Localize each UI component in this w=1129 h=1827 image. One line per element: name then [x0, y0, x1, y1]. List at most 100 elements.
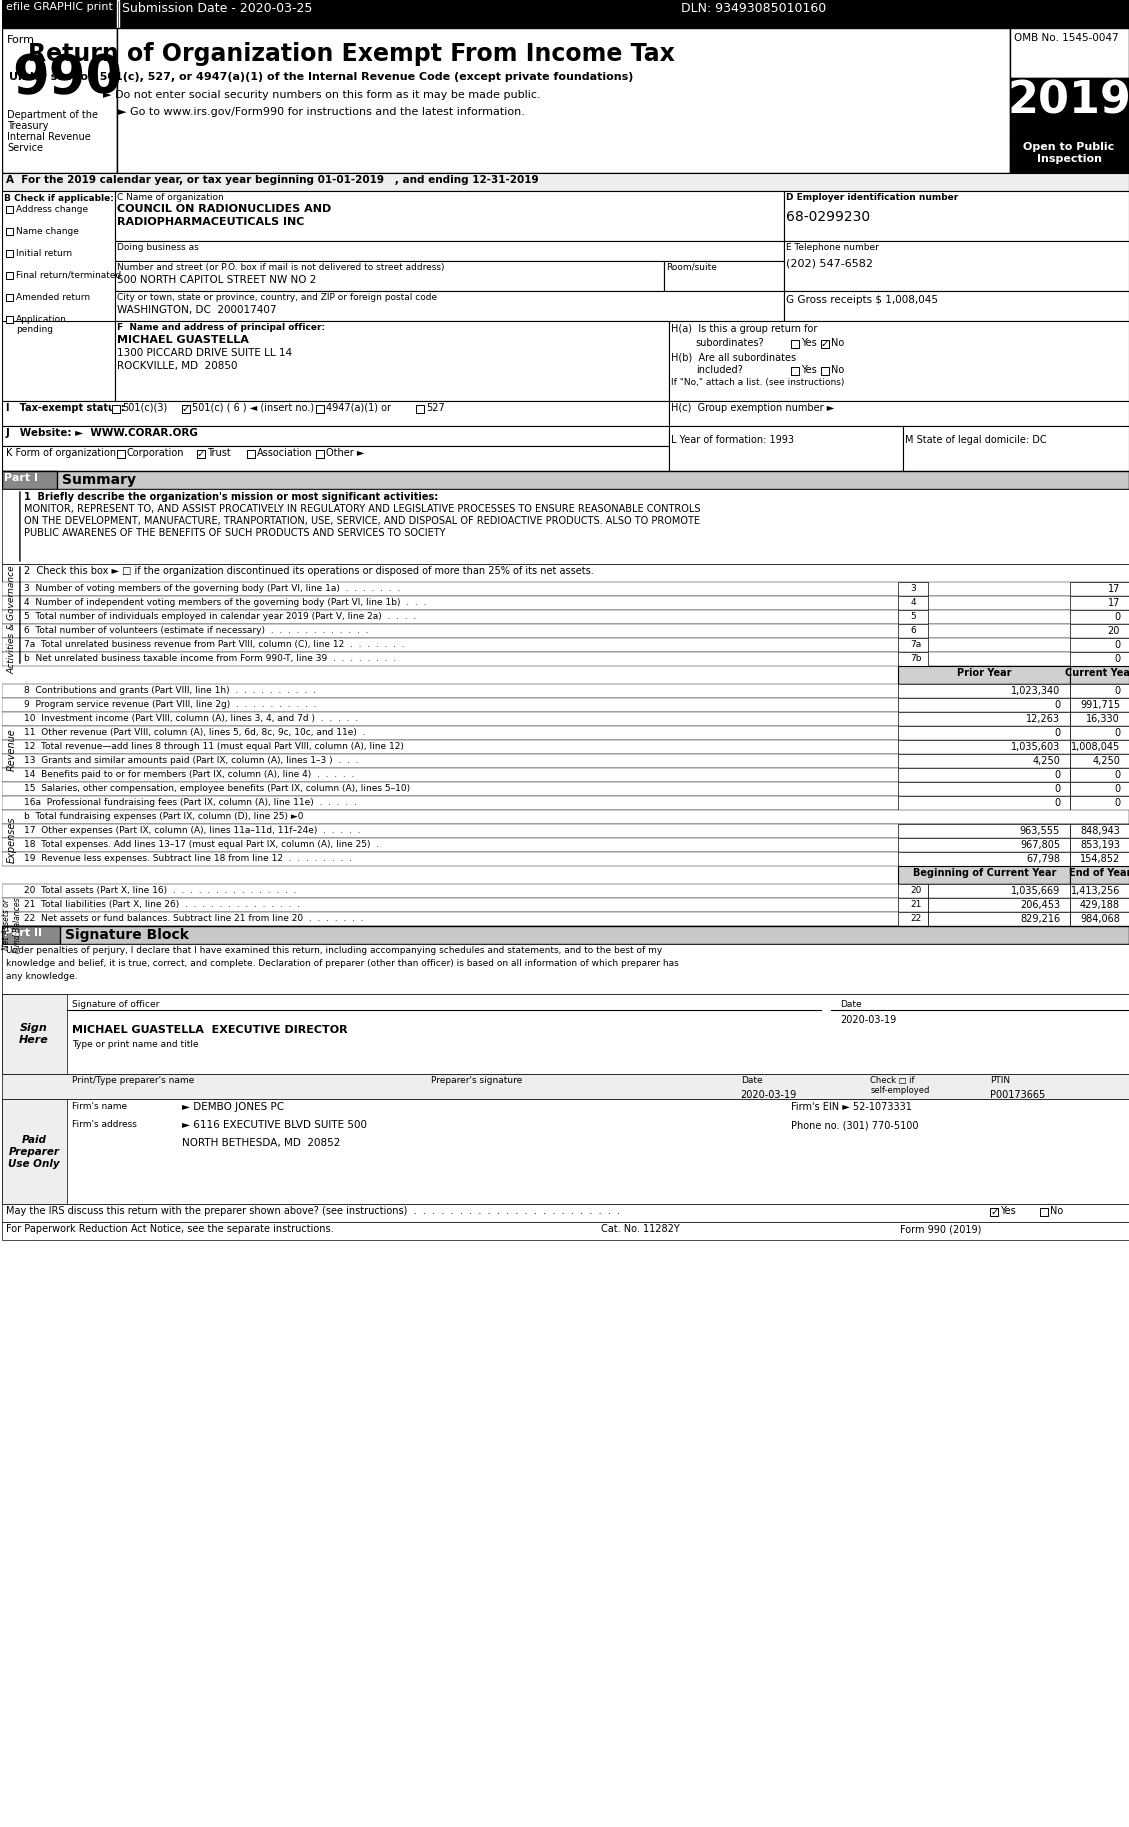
Bar	[2, 490, 1129, 565]
Bar	[1070, 899, 1129, 912]
Bar	[899, 652, 928, 667]
Bar	[417, 406, 425, 413]
Text: Part I: Part I	[3, 473, 38, 482]
Text: ✓: ✓	[821, 340, 829, 349]
Bar	[1010, 139, 1129, 174]
Bar	[1070, 725, 1129, 740]
Text: 22  Net assets or fund balances. Subtract line 21 from line 20  .  .  .  .  .  .: 22 Net assets or fund balances. Subtract…	[24, 914, 364, 923]
Text: Signature Block: Signature Block	[64, 928, 189, 943]
Bar	[115, 322, 668, 400]
Text: Association: Association	[256, 448, 312, 459]
Text: ► Do not enter social security numbers on this form as it may be made public.: ► Do not enter social security numbers o…	[103, 90, 540, 100]
Text: 68-0299230: 68-0299230	[786, 210, 869, 225]
Bar	[899, 610, 928, 625]
Bar	[2, 1100, 1129, 1204]
Bar	[2, 625, 1129, 638]
Text: Service: Service	[7, 143, 43, 153]
Text: PUBLIC AWARENES OF THE BENEFITS OF SUCH PRODUCTS AND SERVICES TO SOCIETY: PUBLIC AWARENES OF THE BENEFITS OF SUCH …	[24, 528, 446, 537]
Bar	[1010, 79, 1129, 139]
Text: 0: 0	[1054, 700, 1060, 711]
Text: Date: Date	[741, 1076, 762, 1085]
Text: NORTH BETHESDA, MD  20852: NORTH BETHESDA, MD 20852	[182, 1138, 340, 1147]
Text: B Check if applicable:: B Check if applicable:	[3, 194, 114, 203]
Text: 20: 20	[910, 886, 921, 895]
Text: 1,008,045: 1,008,045	[1070, 742, 1120, 753]
Text: Type or print name and title: Type or print name and title	[72, 1040, 199, 1049]
Bar	[899, 884, 928, 899]
Bar	[2, 767, 1129, 782]
Text: 20: 20	[1108, 627, 1120, 636]
Bar	[899, 698, 1070, 713]
Bar	[182, 406, 190, 413]
Text: 5  Total number of individuals employed in calendar year 2019 (Part V, line 2a) : 5 Total number of individuals employed i…	[24, 612, 417, 621]
Text: 67,798: 67,798	[1026, 853, 1060, 864]
Bar	[2, 638, 1129, 652]
Text: 2  Check this box ► □ if the organization discontinued its operations or dispose: 2 Check this box ► □ if the organization…	[24, 566, 594, 576]
Text: 7b: 7b	[910, 654, 922, 663]
Bar	[2, 0, 1129, 27]
Text: Room/suite: Room/suite	[666, 263, 717, 272]
Text: ► DEMBO JONES PC: ► DEMBO JONES PC	[182, 1102, 283, 1113]
Bar	[116, 449, 124, 459]
Bar	[2, 652, 1129, 667]
Text: included?: included?	[695, 365, 743, 375]
Bar	[899, 839, 1070, 851]
Bar	[899, 638, 928, 652]
Text: Application
pending: Application pending	[16, 314, 67, 334]
Bar	[6, 228, 12, 236]
Bar	[903, 426, 1129, 471]
Bar	[899, 782, 1070, 797]
Bar	[2, 782, 1129, 797]
Text: Current Year: Current Year	[1065, 669, 1129, 678]
Bar	[2, 698, 1129, 713]
Bar	[899, 851, 1070, 866]
Bar	[821, 340, 829, 347]
Text: 1,023,340: 1,023,340	[1010, 685, 1060, 696]
Bar	[316, 449, 324, 459]
Bar	[2, 713, 1129, 725]
Text: DLN: 93493085010160: DLN: 93493085010160	[681, 2, 826, 15]
Bar	[2, 725, 1129, 740]
Text: G Gross receipts $ 1,008,045: G Gross receipts $ 1,008,045	[786, 294, 937, 305]
Bar	[790, 340, 798, 347]
Bar	[664, 261, 784, 290]
Text: H(c)  Group exemption number ►: H(c) Group exemption number ►	[671, 404, 834, 413]
Text: 2019: 2019	[1007, 80, 1129, 122]
Text: Trust: Trust	[207, 448, 230, 459]
Bar	[899, 683, 1070, 698]
Bar	[2, 740, 1129, 755]
Text: Preparer's signature: Preparer's signature	[431, 1076, 523, 1085]
Text: 0: 0	[1114, 727, 1120, 738]
Text: 17: 17	[1108, 597, 1120, 608]
Text: 6  Total number of volunteers (estimate if necessary)  .  .  .  .  .  .  .  .  .: 6 Total number of volunteers (estimate i…	[24, 627, 368, 636]
Bar	[899, 767, 1070, 782]
Bar	[2, 926, 60, 945]
Text: Treasury: Treasury	[7, 121, 49, 132]
Bar	[115, 290, 784, 322]
Text: F  Name and address of principal officer:: F Name and address of principal officer:	[116, 323, 325, 333]
Bar	[1070, 866, 1129, 884]
Text: 0: 0	[1114, 639, 1120, 650]
Text: J   Website: ►  WWW.CORAR.ORG: J Website: ► WWW.CORAR.ORG	[6, 428, 199, 438]
Bar	[6, 272, 12, 280]
Text: 853,193: 853,193	[1080, 840, 1120, 850]
Text: ► Go to www.irs.gov/Form990 for instructions and the latest information.: ► Go to www.irs.gov/Form990 for instruct…	[117, 108, 525, 117]
Bar	[115, 241, 784, 261]
Bar	[1070, 912, 1129, 926]
Text: Firm's EIN ► 52-1073331: Firm's EIN ► 52-1073331	[790, 1102, 911, 1113]
Text: Form: Form	[7, 35, 35, 46]
Text: Net Assets or
Fund Balances: Net Assets or Fund Balances	[2, 897, 21, 954]
Text: H(b)  Are all subordinates: H(b) Are all subordinates	[671, 353, 796, 362]
Bar	[1070, 767, 1129, 782]
Bar	[990, 1208, 998, 1217]
Text: PTIN: PTIN	[990, 1076, 1010, 1085]
Text: Activities & Governance: Activities & Governance	[8, 566, 17, 674]
Text: 0: 0	[1114, 612, 1120, 621]
Bar	[928, 912, 1070, 926]
Bar	[784, 192, 1129, 241]
Bar	[899, 755, 1070, 767]
Text: 0: 0	[1114, 798, 1120, 808]
Text: 16,330: 16,330	[1086, 714, 1120, 723]
Text: 6: 6	[910, 627, 916, 636]
Bar	[115, 192, 784, 241]
